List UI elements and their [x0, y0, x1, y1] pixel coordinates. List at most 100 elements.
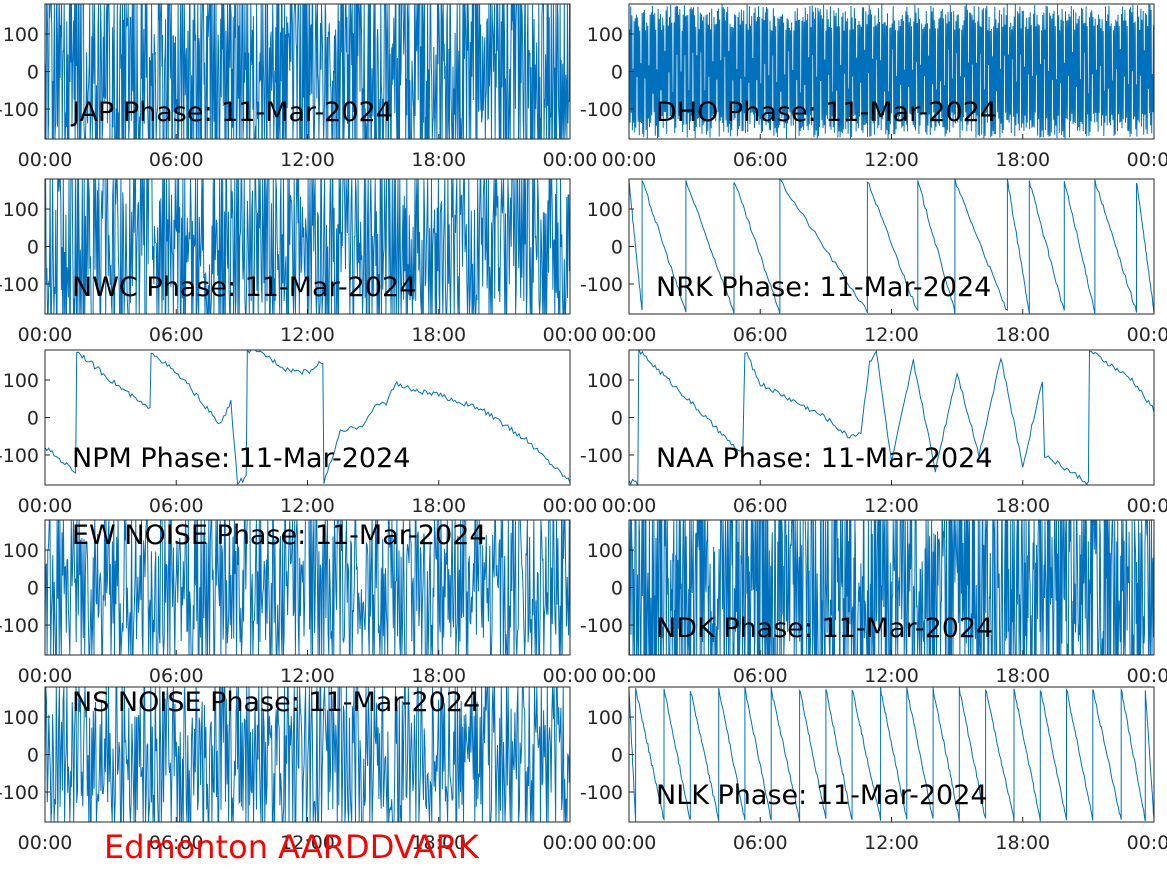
x-tick-label: 18:00	[995, 832, 1050, 854]
x-tick-label: 18:00	[995, 149, 1050, 171]
x-tick-label: 12:00	[280, 324, 335, 346]
phase-series-line	[629, 687, 1154, 822]
panel-title: NS NOISE Phase: 11-Mar-2024	[72, 687, 480, 718]
x-tick-label: 06:00	[149, 832, 204, 854]
phase-panel: 100 0 -100 00:00 06:00 12:00 18:00 00:00 NAA Pha…	[580, 349, 1167, 517]
x-tick-label: 06:00	[733, 832, 788, 854]
x-tick-label: 00:00	[1127, 149, 1167, 171]
y-tick-label: 100	[3, 199, 39, 221]
phase-panel: 100 0 -100 00:00 06:00 12:00 18:00 00:00 JAP Pha…	[0, 3, 598, 171]
x-tick-label: 00:00	[1127, 665, 1167, 687]
x-tick-label: 18:00	[411, 149, 466, 171]
phase-series-line	[629, 4, 1154, 139]
station-label: Edmonton AARDDVARK	[104, 828, 479, 866]
phase-series-line	[629, 520, 1154, 655]
y-tick-label: -100	[0, 615, 39, 637]
x-tick-label: 12:00	[280, 665, 335, 687]
x-tick-label: 06:00	[149, 665, 204, 687]
x-tick-label: 00:00	[543, 324, 598, 346]
x-tick-label: 12:00	[280, 149, 335, 171]
x-tick-label: 00:00	[602, 665, 657, 687]
x-tick-label: 12:00	[280, 832, 335, 854]
y-tick-label: -100	[0, 445, 39, 467]
phase-series-line	[45, 520, 570, 655]
phase-panel: 100 0 -100 00:00 06:00 12:00 18:00 00:00 NDK Pha…	[580, 519, 1167, 687]
y-tick-label: -100	[580, 445, 623, 467]
y-tick-label: 100	[3, 707, 39, 729]
x-tick-label: 12:00	[280, 495, 335, 517]
y-tick-label: 100	[3, 370, 39, 392]
x-tick-label: 00:00	[18, 324, 73, 346]
y-tick-label: 0	[27, 62, 39, 84]
x-tick-label: 00:00	[543, 149, 598, 171]
x-tick-label: 00:00	[1127, 324, 1167, 346]
y-tick-label: 100	[3, 24, 39, 46]
y-tick-label: -100	[580, 615, 623, 637]
x-tick-label: 12:00	[864, 495, 919, 517]
phase-series-line	[45, 350, 570, 485]
x-tick-label: 00:00	[543, 832, 598, 854]
y-tick-label: 100	[587, 370, 623, 392]
panel-title: NWC Phase: 11-Mar-2024	[72, 272, 416, 303]
x-tick-label: 18:00	[411, 324, 466, 346]
phase-panel: 100 0 -100 00:00 06:00 12:00 18:00 00:00 NLK Pha…	[580, 686, 1167, 854]
panel-title: JAP Phase: 11-Mar-2024	[70, 97, 393, 128]
y-tick-label: -100	[580, 99, 623, 121]
x-tick-label: 06:00	[149, 324, 204, 346]
phase-panel: 100 0 -100 00:00 06:00 12:00 18:00 00:00 NPM Pha…	[0, 349, 597, 517]
x-tick-label: 00:00	[543, 495, 598, 517]
x-tick-label: 00:00	[602, 149, 657, 171]
x-tick-label: 18:00	[411, 832, 466, 854]
x-tick-label: 00:00	[602, 832, 657, 854]
x-tick-label: 18:00	[995, 324, 1050, 346]
x-tick-label: 06:00	[733, 324, 788, 346]
phase-series-line	[45, 179, 570, 314]
x-tick-label: 00:00	[18, 149, 73, 171]
x-tick-label: 18:00	[995, 665, 1050, 687]
x-tick-label: 18:00	[995, 495, 1050, 517]
y-tick-label: 100	[587, 540, 623, 562]
x-tick-label: 00:00	[18, 832, 73, 854]
x-tick-label: 06:00	[733, 149, 788, 171]
x-tick-label: 18:00	[411, 665, 466, 687]
x-tick-label: 00:00	[543, 665, 598, 687]
y-tick-label: 100	[3, 540, 39, 562]
x-tick-label: 12:00	[864, 665, 919, 687]
x-tick-label: 00:00	[1127, 832, 1167, 854]
y-tick-label: 0	[611, 578, 623, 600]
phase-series-line	[45, 4, 570, 139]
panel-title: NRK Phase: 11-Mar-2024	[656, 272, 991, 303]
phase-panel: 100 0 -100 00:00 06:00 12:00 18:00 00:00 NRK Pha…	[580, 178, 1167, 346]
y-tick-label: -100	[0, 274, 39, 296]
y-tick-label: 100	[587, 199, 623, 221]
y-tick-label: -100	[0, 99, 39, 121]
phase-series-line	[45, 687, 570, 822]
y-tick-label: 0	[611, 745, 623, 767]
y-tick-label: 100	[587, 707, 623, 729]
x-tick-label: 06:00	[733, 665, 788, 687]
y-tick-label: 0	[27, 745, 39, 767]
x-tick-label: 06:00	[733, 495, 788, 517]
y-tick-label: 0	[27, 237, 39, 259]
panel-title: DHO Phase: 11-Mar-2024	[656, 97, 997, 128]
x-tick-label: 00:00	[1127, 495, 1167, 517]
x-tick-label: 12:00	[864, 149, 919, 171]
y-tick-label: -100	[580, 274, 623, 296]
y-tick-label: 0	[27, 578, 39, 600]
x-tick-label: 00:00	[602, 495, 657, 517]
phase-panel: 100 0 -100 00:00 06:00 12:00 18:00 00:00 EW NOIS…	[0, 519, 598, 687]
y-tick-label: 0	[611, 62, 623, 84]
phase-panel: 100 0 -100 00:00 06:00 12:00 18:00 00:00 NWC Pha…	[0, 178, 598, 346]
y-tick-label: 100	[587, 24, 623, 46]
x-tick-label: 00:00	[602, 324, 657, 346]
panel-title: EW NOISE Phase: 11-Mar-2024	[72, 520, 487, 551]
phase-series-line	[629, 350, 1154, 485]
x-tick-label: 06:00	[149, 149, 204, 171]
panel-title: NPM Phase: 11-Mar-2024	[72, 443, 410, 474]
y-tick-label: -100	[0, 782, 39, 804]
panel-title: NLK Phase: 11-Mar-2024	[656, 780, 988, 811]
x-tick-label: 12:00	[864, 324, 919, 346]
y-tick-label: 0	[611, 237, 623, 259]
x-tick-label: 06:00	[149, 495, 204, 517]
